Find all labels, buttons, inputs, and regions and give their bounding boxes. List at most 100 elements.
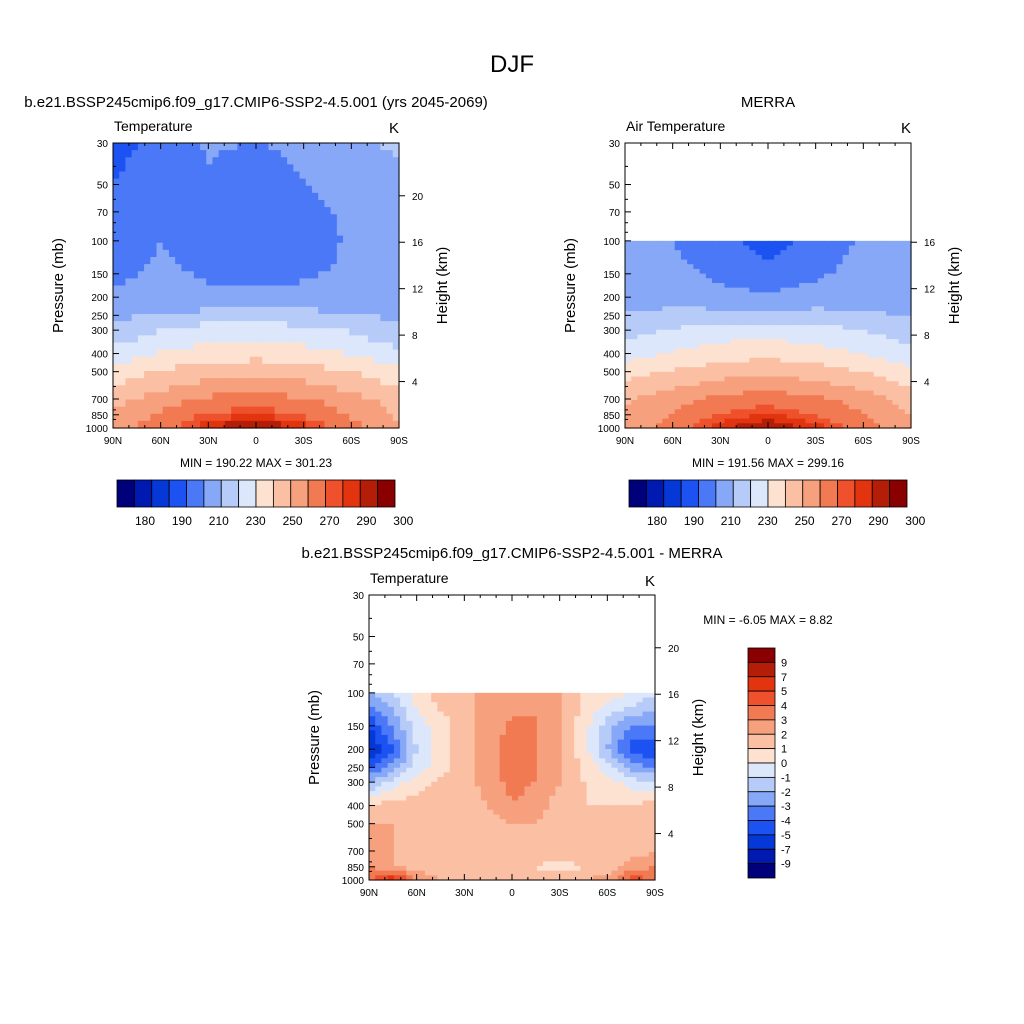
field-cell <box>693 418 701 424</box>
field-cell <box>805 357 813 364</box>
field-cell <box>774 301 782 307</box>
field-cell <box>623 749 631 755</box>
field-cell <box>349 150 357 158</box>
field-cell <box>462 744 470 750</box>
field-cell <box>687 254 694 261</box>
field-cell <box>805 418 813 424</box>
field-cell <box>530 777 538 783</box>
field-cell <box>168 214 176 222</box>
field-cell <box>380 157 388 165</box>
field-cell <box>256 420 263 429</box>
field-cell <box>524 706 532 713</box>
field-cell <box>299 342 307 351</box>
field-cell <box>848 376 856 382</box>
field-cell <box>369 795 376 802</box>
contour-field <box>369 692 656 881</box>
field-cell <box>649 301 657 307</box>
field-cell <box>212 221 220 230</box>
field-cell <box>636 786 644 792</box>
field-cell <box>687 399 694 406</box>
field-cell <box>774 334 782 340</box>
field-cell <box>805 329 813 336</box>
field-cell <box>137 271 145 279</box>
field-cell <box>668 297 676 303</box>
field-cell <box>162 214 170 222</box>
field-cell <box>867 240 875 247</box>
field-cell <box>512 692 519 699</box>
field-cell <box>574 697 581 703</box>
field-cell <box>861 264 869 270</box>
field-cell <box>505 772 513 778</box>
field-cell <box>786 325 794 331</box>
field-cell <box>293 292 301 301</box>
field-cell <box>305 285 313 294</box>
field-cell <box>412 777 420 783</box>
field-cell <box>280 406 288 415</box>
field-cell <box>293 399 301 408</box>
field-cell <box>768 362 775 368</box>
field-cell <box>718 268 726 275</box>
field-cell <box>374 299 381 308</box>
field-cell <box>799 306 806 312</box>
y-tick-label: 100 <box>603 237 620 248</box>
field-cell <box>617 777 625 783</box>
field-cell <box>381 739 389 745</box>
field-cell <box>886 390 893 396</box>
field-cell <box>287 221 294 230</box>
field-cell <box>324 228 332 237</box>
field-cell <box>400 795 407 802</box>
field-cell <box>518 763 526 769</box>
field-cell <box>768 353 775 359</box>
field-cell <box>418 739 426 745</box>
field-cell <box>693 250 701 256</box>
field-cell <box>617 767 625 773</box>
field-cell <box>879 362 887 368</box>
field-cell <box>687 339 694 345</box>
field-cell <box>643 329 651 336</box>
field-cell <box>904 357 912 364</box>
field-cell <box>243 406 251 415</box>
field-cell <box>468 781 476 788</box>
field-cell <box>243 314 251 322</box>
field-cell <box>648 795 656 802</box>
field-cell <box>355 207 363 215</box>
field-cell <box>218 356 226 365</box>
field-cell <box>287 371 294 379</box>
field-cell <box>393 777 401 783</box>
field-cell <box>187 356 195 365</box>
field-cell <box>530 744 538 750</box>
field-cell <box>131 328 139 336</box>
field-cell <box>381 716 389 722</box>
field-cell <box>630 749 637 755</box>
field-cell <box>823 339 831 345</box>
field-cell <box>468 706 476 713</box>
field-cell <box>611 758 619 764</box>
field-cell <box>343 406 350 415</box>
field-cell <box>879 418 887 424</box>
field-cell <box>680 250 688 256</box>
field-cell <box>218 235 226 244</box>
field-cell <box>218 385 226 393</box>
field-cell <box>811 240 819 247</box>
field-cell <box>674 385 682 392</box>
field-cell <box>355 299 363 308</box>
field-cell <box>873 367 881 373</box>
field-cell <box>355 363 363 372</box>
field-cell <box>336 314 344 322</box>
field-cell <box>393 763 401 769</box>
field-cell <box>231 192 238 201</box>
field-cell <box>374 249 381 258</box>
field-cell <box>137 356 145 365</box>
field-cell <box>855 306 862 312</box>
field-cell <box>599 786 606 792</box>
field-cell <box>299 271 307 279</box>
field-cell <box>524 753 532 759</box>
field-cell <box>630 702 637 708</box>
field-cell <box>567 744 575 750</box>
field-cell <box>623 711 631 717</box>
field-cell <box>231 420 238 429</box>
field-cell <box>400 706 407 713</box>
field-cell <box>206 249 214 258</box>
field-cell <box>361 413 369 422</box>
field-cell <box>449 716 457 722</box>
